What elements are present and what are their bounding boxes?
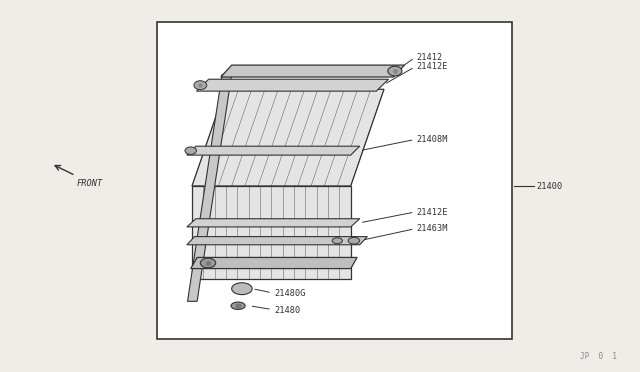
Polygon shape	[221, 65, 404, 77]
Polygon shape	[192, 186, 351, 279]
Ellipse shape	[332, 238, 342, 244]
Polygon shape	[196, 79, 388, 91]
Text: 21480G: 21480G	[274, 289, 305, 298]
Circle shape	[232, 283, 252, 295]
Polygon shape	[188, 74, 232, 301]
Polygon shape	[187, 219, 360, 227]
Bar	[157, 22, 512, 339]
Ellipse shape	[185, 147, 196, 154]
Text: 21408M: 21408M	[416, 135, 447, 144]
Text: 21480: 21480	[274, 306, 300, 315]
Ellipse shape	[194, 81, 207, 90]
Text: 21412: 21412	[416, 53, 442, 62]
Ellipse shape	[200, 258, 216, 268]
Polygon shape	[191, 257, 357, 269]
Text: 21463M: 21463M	[416, 224, 447, 233]
Polygon shape	[192, 89, 384, 186]
Polygon shape	[187, 237, 367, 245]
Polygon shape	[187, 146, 360, 155]
Text: 21412E: 21412E	[416, 62, 447, 71]
Text: JP  0  1: JP 0 1	[580, 352, 617, 361]
Text: 21400: 21400	[536, 182, 563, 190]
Ellipse shape	[388, 66, 402, 76]
Text: FRONT: FRONT	[77, 179, 103, 188]
Text: 21412E: 21412E	[416, 208, 447, 217]
Ellipse shape	[348, 237, 360, 244]
Ellipse shape	[231, 302, 245, 310]
